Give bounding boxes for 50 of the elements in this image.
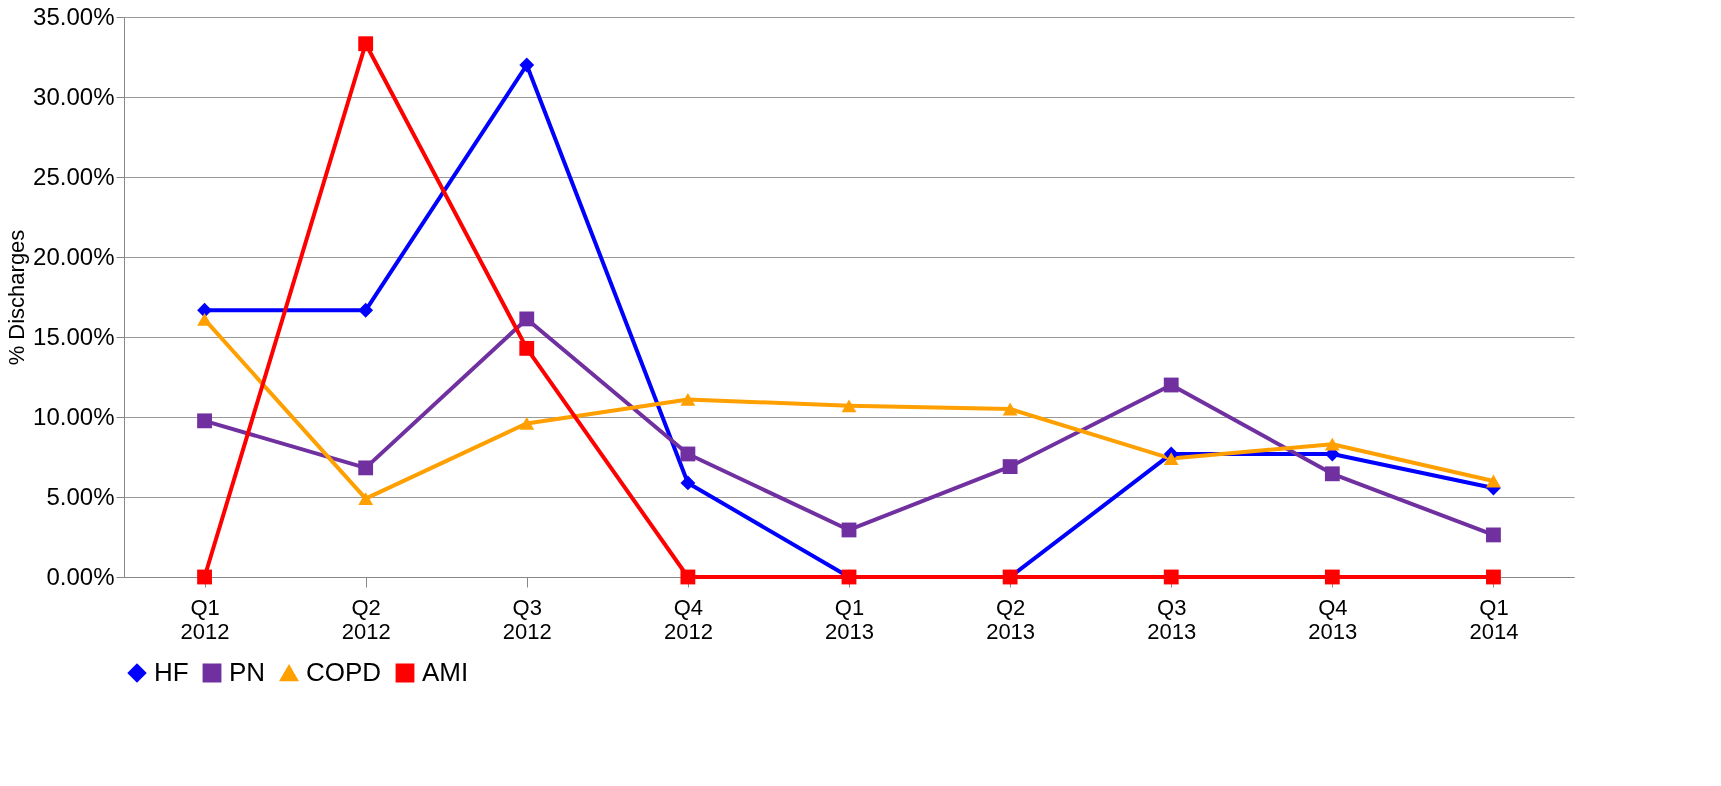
y-tick-label: 30.00% <box>33 82 115 110</box>
point <box>519 340 535 356</box>
point <box>1163 377 1179 393</box>
y-tick-label: 20.00% <box>33 242 115 270</box>
point <box>1324 437 1340 451</box>
legend-label: HF <box>154 657 189 687</box>
point <box>680 569 696 585</box>
x-tick-label: Q1 2014 <box>1469 594 1519 644</box>
point <box>1324 569 1340 585</box>
point <box>519 416 535 430</box>
point <box>197 302 212 318</box>
x-tick-label: Q2 2012 <box>341 594 391 644</box>
point <box>197 413 212 429</box>
point <box>1324 466 1340 482</box>
x-tick-label: Q2 2013 <box>986 594 1036 644</box>
point <box>1163 452 1179 466</box>
point <box>1486 474 1501 488</box>
point <box>197 312 212 326</box>
point <box>1486 527 1501 543</box>
point <box>1486 569 1501 585</box>
point <box>519 57 535 73</box>
point <box>358 36 374 52</box>
y-tick-label: 5.00% <box>46 482 115 510</box>
point <box>841 399 857 413</box>
point <box>358 492 374 506</box>
legend-label: PN <box>229 657 266 687</box>
point <box>1163 569 1179 585</box>
point <box>197 569 212 585</box>
y-tick-label: 0.00% <box>46 562 115 590</box>
x-tick-label: Q3 2012 <box>502 594 552 644</box>
point <box>1002 459 1018 475</box>
x-tick-label: Q1 2013 <box>825 594 874 644</box>
y-tick-label: 10.00% <box>33 402 115 430</box>
point <box>680 392 696 406</box>
x-tick-label: Q4 2013 <box>1308 594 1358 644</box>
y-tick-label: 15.00% <box>33 322 115 350</box>
legend-label: AMI <box>422 657 469 687</box>
point <box>358 460 374 476</box>
x-tick-label: Q1 2012 <box>180 594 230 644</box>
y-tick-label: 35.00% <box>33 2 115 30</box>
point <box>680 475 696 491</box>
x-tick-label: Q3 2013 <box>1147 594 1197 644</box>
y-axis-title: % Discharges <box>4 229 30 366</box>
y-tick-label: 25.00% <box>33 162 115 190</box>
legend-label: COPD <box>306 657 382 687</box>
point <box>680 446 696 462</box>
x-tick-label: Q4 2012 <box>663 594 713 644</box>
point <box>358 302 374 318</box>
point <box>1002 402 1018 416</box>
point <box>519 311 535 327</box>
